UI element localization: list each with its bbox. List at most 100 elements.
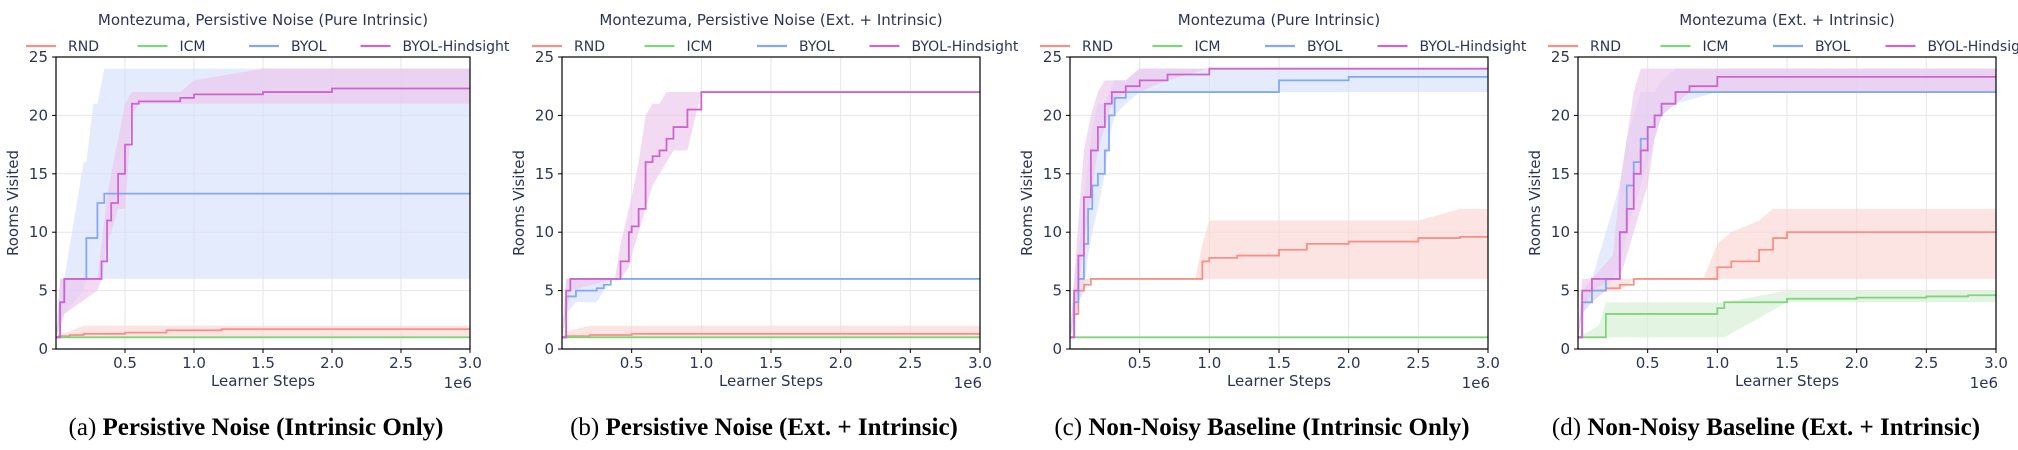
legend-label-byol: BYOL bbox=[799, 39, 835, 55]
caption-c: (c) Non-Noisy Baseline (Intrinsic Only) bbox=[1012, 414, 1512, 442]
y-axis-label: Rooms Visited bbox=[510, 150, 528, 256]
y-tick-label: 25 bbox=[535, 48, 554, 66]
grid bbox=[562, 56, 981, 350]
legend-label-byol: BYOL bbox=[1307, 39, 1343, 55]
legend-label-byol: BYOL bbox=[291, 39, 327, 55]
x-ticks: 0.5 1.0 1.5 2.0 2.5 3.0 bbox=[1128, 349, 1500, 372]
legend-label-icm: ICM bbox=[180, 39, 206, 55]
caption-a: (a) Persistive Noise (Intrinsic Only) bbox=[6, 414, 506, 442]
caption-text: Persistive Noise (Intrinsic Only) bbox=[102, 414, 444, 441]
band-byol-hindsight bbox=[562, 92, 980, 338]
y-tick-label: 15 bbox=[1551, 165, 1570, 183]
series-line-byol-hindsight bbox=[562, 91, 980, 339]
plot-area bbox=[1070, 67, 1488, 339]
x-tick-label: 0.5 bbox=[620, 354, 644, 372]
plot-area bbox=[562, 91, 980, 339]
y-tick-label: 25 bbox=[1043, 48, 1062, 66]
x-scale-label: 1e6 bbox=[954, 374, 982, 392]
legend-label-icm: ICM bbox=[687, 39, 713, 55]
chart-panel-3: Montezuma (Pure Intrinsic) RND ICM BYOL BYOL… bbox=[1018, 11, 1527, 392]
y-axis-label: Rooms Visited bbox=[4, 150, 22, 256]
y-tick-label: 5 bbox=[1052, 282, 1062, 300]
y-tick-label: 25 bbox=[1551, 48, 1570, 66]
chart-title: Montezuma, Persistive Noise (Ext. + Intr… bbox=[599, 11, 942, 29]
y-tick-label: 10 bbox=[29, 223, 48, 241]
x-axis-label: Learner Steps bbox=[1735, 372, 1839, 390]
y-tick-label: 5 bbox=[38, 282, 48, 300]
y-tick-label: 20 bbox=[29, 106, 48, 124]
y-tick-label: 5 bbox=[544, 282, 554, 300]
x-tick-label: 2.0 bbox=[1845, 354, 1869, 372]
y-tick-label: 20 bbox=[1551, 106, 1570, 124]
x-tick-label: 1.5 bbox=[251, 354, 275, 372]
x-scale-label: 1e6 bbox=[1970, 374, 1998, 392]
y-tick-label: 0 bbox=[1052, 340, 1062, 358]
legend: RND ICM BYOL BYOL-Hindsight bbox=[26, 39, 510, 55]
y-tick-label: 0 bbox=[1560, 340, 1570, 358]
legend-label-rnd: RND bbox=[1082, 39, 1113, 55]
legend-label-byol-hindsight: BYOL-Hindsight bbox=[1928, 39, 2018, 55]
chart-title: Montezuma, Persistive Noise (Pure Intrin… bbox=[98, 11, 428, 29]
x-ticks: 0.5 1.0 1.5 2.0 2.5 3.0 bbox=[113, 349, 482, 372]
x-tick-label: 1.0 bbox=[182, 354, 206, 372]
band-byol bbox=[56, 68, 470, 338]
plot-area bbox=[56, 68, 470, 339]
y-tick-label: 5 bbox=[1560, 282, 1570, 300]
y-tick-label: 10 bbox=[1043, 223, 1062, 241]
x-tick-label: 3.0 bbox=[1984, 354, 2008, 372]
y-axis-label: Rooms Visited bbox=[1018, 150, 1036, 256]
series-line-byol-hindsight bbox=[1070, 67, 1488, 339]
y-ticks: 0 5 10 15 20 25 bbox=[1551, 48, 1578, 358]
x-axis-label: Learner Steps bbox=[1227, 372, 1331, 390]
band-icm bbox=[1578, 290, 1996, 338]
x-tick-label: 1.5 bbox=[1775, 354, 1799, 372]
x-tick-label: 2.5 bbox=[898, 354, 922, 372]
series-line-byol-hindsight bbox=[56, 87, 470, 339]
caption-letter: (a) bbox=[68, 414, 97, 441]
y-tick-label: 15 bbox=[29, 165, 48, 183]
series-line-icm bbox=[1578, 294, 1996, 339]
caption-b: (b) Persistive Noise (Ext. + Intrinsic) bbox=[514, 414, 1014, 442]
x-tick-label: 1.0 bbox=[689, 354, 713, 372]
x-tick-label: 3.0 bbox=[1476, 354, 1500, 372]
y-tick-label: 15 bbox=[535, 165, 554, 183]
legend-label-byol-hindsight: BYOL-Hindsight bbox=[912, 39, 1019, 55]
x-scale-label: 1e6 bbox=[444, 374, 472, 392]
plot-area bbox=[1578, 68, 1996, 339]
x-axis-label: Learner Steps bbox=[211, 372, 315, 390]
y-tick-label: 20 bbox=[1043, 106, 1062, 124]
x-tick-label: 2.0 bbox=[829, 354, 853, 372]
legend-label-byol-hindsight: BYOL-Hindsight bbox=[1420, 39, 1527, 55]
legend: RND ICM BYOL BYOL-Hindsight bbox=[1040, 39, 1527, 55]
x-tick-label: 1.0 bbox=[1705, 354, 1729, 372]
band-rnd bbox=[56, 325, 470, 338]
y-tick-label: 10 bbox=[535, 223, 554, 241]
band-byol-hindsight bbox=[56, 68, 470, 338]
x-tick-label: 0.5 bbox=[1128, 354, 1152, 372]
chart-panel-2: Montezuma, Persistive Noise (Ext. + Intr… bbox=[510, 11, 1019, 392]
caption-letter: (b) bbox=[570, 414, 600, 441]
caption-letter: (d) bbox=[1551, 414, 1582, 441]
caption-text: Non-Noisy Baseline (Ext. + Intrinsic) bbox=[1587, 414, 1981, 441]
x-tick-label: 2.5 bbox=[1406, 354, 1430, 372]
legend-label-byol-hindsight: BYOL-Hindsight bbox=[403, 39, 510, 55]
caption-letter: (c) bbox=[1054, 414, 1083, 441]
y-tick-label: 0 bbox=[544, 340, 554, 358]
series-line-rnd bbox=[1070, 235, 1488, 339]
band-rnd bbox=[1578, 208, 1996, 338]
x-tick-label: 2.0 bbox=[320, 354, 344, 372]
x-scale-label: 1e6 bbox=[1462, 374, 1490, 392]
y-ticks: 0 5 10 15 20 25 bbox=[1043, 48, 1070, 358]
chart-title: Montezuma (Ext. + Intrinsic) bbox=[1679, 11, 1894, 29]
grid bbox=[1070, 56, 1489, 350]
legend-label-rnd: RND bbox=[68, 39, 99, 55]
x-tick-label: 1.5 bbox=[1267, 354, 1291, 372]
series-line-byol-hindsight bbox=[1578, 75, 1996, 339]
y-tick-label: 0 bbox=[38, 340, 48, 358]
x-ticks: 0.5 1.0 1.5 2.0 2.5 3.0 bbox=[620, 349, 992, 372]
legend-label-byol: BYOL bbox=[1815, 39, 1851, 55]
series-line-byol bbox=[1070, 75, 1488, 339]
x-tick-label: 2.5 bbox=[389, 354, 413, 372]
x-tick-label: 2.5 bbox=[1914, 354, 1938, 372]
